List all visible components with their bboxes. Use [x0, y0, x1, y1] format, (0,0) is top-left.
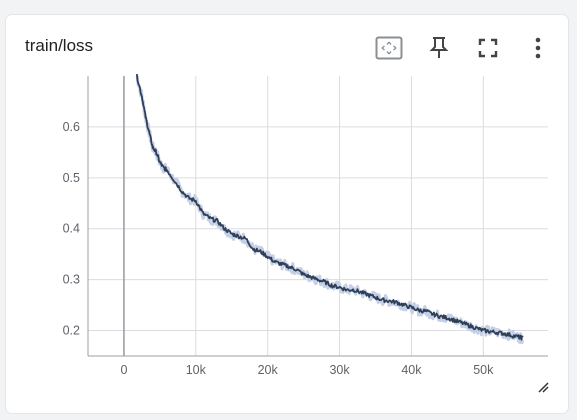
more-options-button[interactable]	[523, 33, 553, 63]
fit-domain-button[interactable]	[374, 33, 404, 63]
y-tick-label: 0.6	[63, 120, 80, 134]
more-vert-icon	[535, 37, 541, 59]
y-tick-label: 0.4	[63, 222, 80, 236]
chart-card: train/loss 0.2 0.3 0.4 0.5 0.6 0 10k 20k 30k 40k 5…	[6, 15, 568, 413]
x-tick-label: 10k	[186, 363, 207, 377]
x-tick-label: 40k	[401, 363, 422, 377]
smoothed-loss-line	[136, 73, 524, 341]
fullscreen-icon	[478, 38, 498, 58]
y-tick-label: 0.5	[63, 171, 80, 185]
loss-chart[interactable]: 0.2 0.3 0.4 0.5 0.6 0 10k 20k 30k 40k 50k	[6, 15, 568, 413]
fit-domain-icon	[375, 36, 403, 60]
pin-icon	[429, 37, 449, 58]
y-tick-label: 0.2	[63, 324, 80, 338]
card-title: train/loss	[25, 36, 94, 55]
y-tick-label: 0.3	[63, 273, 80, 287]
x-tick-label: 50k	[473, 363, 494, 377]
x-tick-label: 0	[120, 363, 127, 377]
x-tick-label: 20k	[258, 363, 279, 377]
raw-loss-line	[135, 75, 525, 345]
x-tick-label: 30k	[329, 363, 350, 377]
fullscreen-button[interactable]	[473, 33, 503, 63]
pin-button[interactable]	[424, 33, 454, 63]
resize-handle-icon[interactable]	[537, 381, 549, 393]
